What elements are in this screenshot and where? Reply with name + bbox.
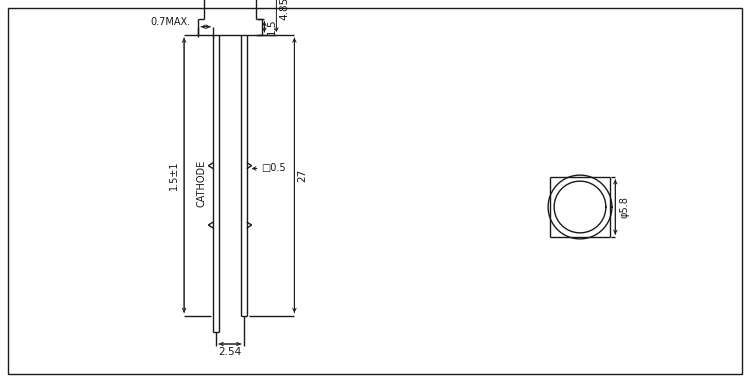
Text: 2.54: 2.54 [218, 347, 242, 357]
Text: CATHODE: CATHODE [196, 160, 206, 207]
Text: 4.85: 4.85 [280, 0, 290, 20]
Text: 0.7MAX.: 0.7MAX. [150, 17, 190, 27]
Text: 1.5±1: 1.5±1 [169, 160, 179, 190]
Text: □0.5: □0.5 [261, 163, 285, 173]
Text: 1.5: 1.5 [266, 18, 277, 35]
Text: 27: 27 [298, 168, 307, 182]
Text: φ5.8: φ5.8 [620, 196, 629, 218]
